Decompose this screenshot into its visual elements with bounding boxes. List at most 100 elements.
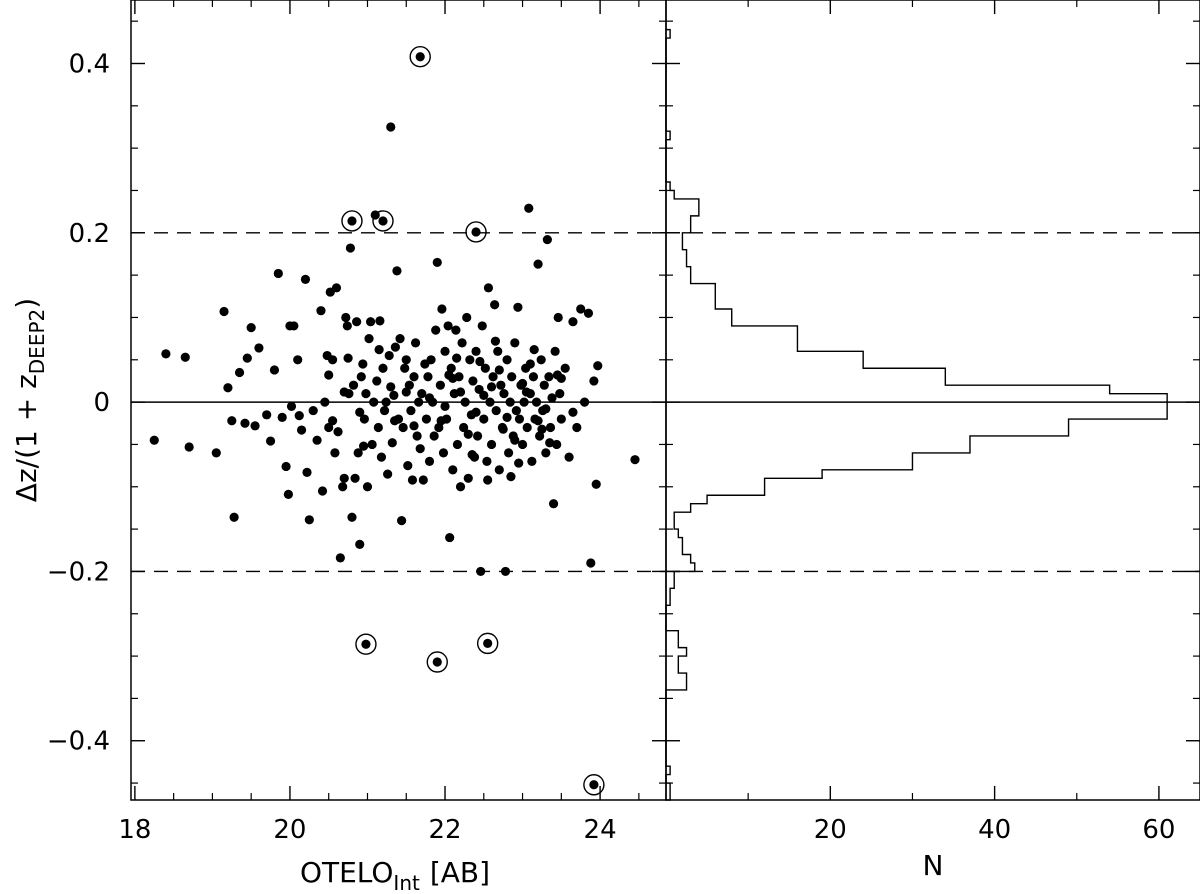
y-axis-title-main: Δz/(1 + z	[10, 374, 43, 502]
scatter-points	[149, 122, 640, 577]
data-point	[496, 380, 506, 390]
histogram-reference-lines	[666, 232, 1200, 573]
data-point	[401, 387, 411, 397]
data-point	[455, 482, 466, 492]
data-point	[486, 382, 497, 392]
data-point	[483, 475, 493, 485]
data-point	[229, 512, 239, 522]
x-tick-label: 24	[584, 815, 617, 845]
data-point	[438, 448, 449, 458]
data-point	[395, 334, 405, 344]
data-point	[467, 450, 477, 460]
data-point	[500, 566, 511, 577]
data-point	[356, 372, 366, 382]
data-point	[536, 355, 546, 365]
data-point	[381, 397, 391, 407]
data-point	[460, 397, 470, 407]
data-point	[426, 355, 436, 365]
data-point	[327, 416, 338, 426]
data-point	[452, 439, 463, 450]
data-point	[324, 422, 334, 433]
data-point	[262, 410, 272, 420]
data-point	[564, 452, 574, 462]
data-point	[254, 343, 264, 353]
outlier-point	[347, 216, 357, 226]
data-point	[296, 425, 307, 435]
data-point	[409, 372, 419, 382]
data-point	[522, 422, 532, 433]
data-point	[572, 422, 582, 433]
data-point	[374, 345, 384, 355]
outlier-point	[589, 780, 599, 790]
data-point	[223, 383, 233, 393]
data-point	[372, 376, 382, 386]
data-point	[502, 355, 512, 365]
data-point	[528, 372, 539, 382]
data-point	[219, 306, 229, 317]
x-axis-title: OTELOInt [AB]	[300, 856, 490, 894]
histogram-plot-frame	[665, 0, 1200, 801]
data-point	[583, 308, 594, 318]
scatter-panel: 18 20 22 24 −0.4 −0.2 0 0.2 0.4 OTELOInt [AB] Δz…	[10, 0, 667, 894]
data-point	[485, 397, 495, 407]
data-point	[555, 389, 565, 399]
data-point	[513, 302, 523, 312]
data-point	[333, 427, 343, 437]
data-point	[545, 422, 556, 433]
data-point	[390, 416, 400, 426]
histogram-panel: 20 40 60 N	[665, 0, 1200, 882]
data-point	[418, 475, 428, 485]
data-point	[514, 458, 524, 468]
data-point	[576, 304, 586, 314]
data-point	[455, 387, 466, 397]
data-point	[410, 338, 421, 348]
data-point	[533, 259, 543, 269]
highlighted-points	[341, 46, 605, 796]
hist-x-tick-label: 20	[814, 815, 847, 845]
outlier-ring	[372, 210, 394, 232]
outlier-ring	[426, 651, 448, 673]
data-point	[457, 338, 467, 348]
data-point	[531, 397, 542, 407]
data-point	[579, 397, 590, 407]
data-point	[511, 405, 521, 416]
data-point	[553, 312, 563, 323]
data-point	[211, 448, 221, 458]
data-point	[443, 321, 453, 331]
data-point	[343, 353, 353, 363]
data-point	[338, 482, 348, 492]
data-point	[406, 405, 416, 416]
data-point	[431, 325, 441, 335]
data-point	[342, 321, 352, 331]
data-point	[542, 234, 552, 245]
data-point	[444, 370, 454, 380]
data-point	[541, 448, 551, 458]
data-point	[281, 461, 291, 472]
data-point	[378, 363, 388, 373]
data-point	[376, 452, 387, 462]
data-point	[320, 397, 330, 407]
data-point	[331, 283, 342, 293]
data-point	[308, 405, 318, 416]
data-point	[436, 416, 446, 426]
data-point	[482, 456, 492, 466]
data-point	[479, 390, 489, 400]
data-point	[317, 486, 328, 496]
data-point	[375, 316, 385, 326]
data-point	[505, 397, 515, 407]
outlier-point	[471, 227, 481, 237]
data-point	[355, 407, 365, 417]
outlier-ring	[465, 221, 487, 243]
data-point	[246, 323, 256, 333]
data-point	[184, 442, 194, 452]
data-point	[407, 475, 418, 485]
y-axis-title-sub: DEEP2	[25, 309, 49, 374]
data-point	[327, 355, 338, 365]
outlier-point	[415, 52, 425, 62]
data-point	[335, 553, 345, 563]
data-point	[345, 243, 356, 253]
data-point	[472, 431, 483, 441]
outlier-ring	[583, 774, 605, 796]
histogram-ticks	[666, 0, 1200, 800]
data-point	[412, 431, 422, 441]
